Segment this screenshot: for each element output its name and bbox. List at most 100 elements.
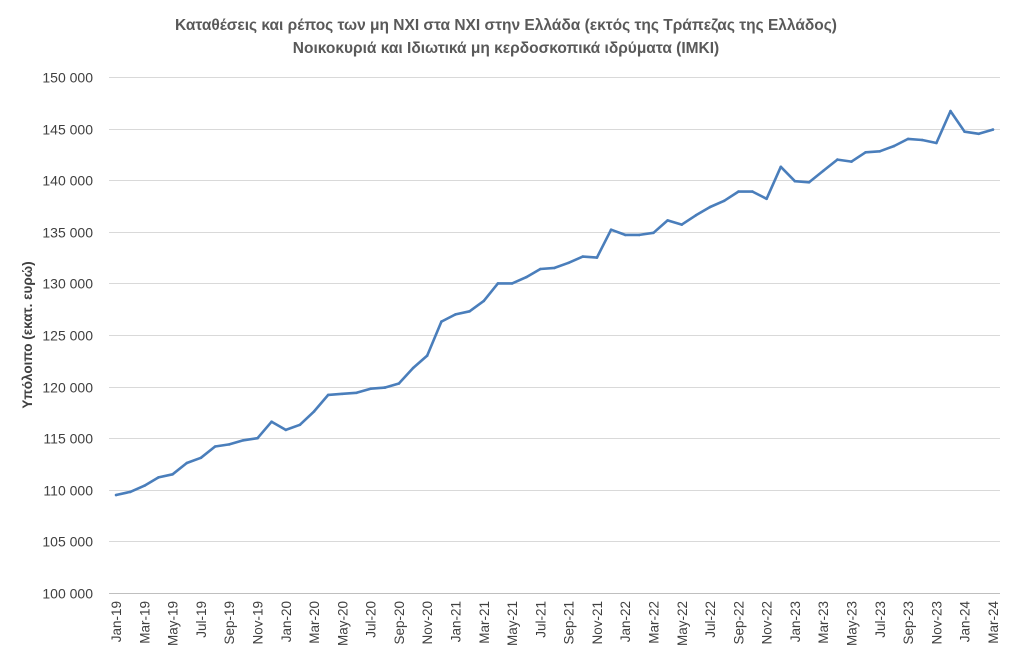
data-point bbox=[185, 461, 189, 465]
y-tick-label: 100 000 bbox=[42, 586, 93, 602]
data-point bbox=[227, 443, 231, 446]
x-tick-label: Nov-22 bbox=[760, 601, 775, 645]
x-tick-label: Mar-23 bbox=[816, 601, 831, 644]
x-tick-label: Jan-20 bbox=[279, 601, 294, 642]
data-point bbox=[440, 320, 443, 323]
x-tick-label: Mar-24 bbox=[986, 601, 1001, 644]
data-point bbox=[355, 391, 358, 395]
data-point bbox=[623, 233, 627, 237]
data-point bbox=[935, 141, 938, 145]
x-tick-label: Mar-21 bbox=[477, 601, 492, 644]
data-point bbox=[977, 132, 981, 136]
x-tick-label: Nov-20 bbox=[420, 601, 435, 645]
data-point bbox=[312, 410, 316, 413]
data-point bbox=[539, 267, 542, 271]
x-tick-label: Nov-19 bbox=[251, 601, 266, 645]
data-point bbox=[708, 205, 712, 209]
x-tick-label: Jul-21 bbox=[533, 601, 548, 638]
data-point bbox=[638, 233, 641, 237]
x-tick-label: Sep-22 bbox=[731, 601, 746, 645]
data-point bbox=[468, 310, 471, 313]
x-tick-label: May-22 bbox=[675, 601, 690, 646]
data-point bbox=[892, 144, 896, 148]
data-point bbox=[666, 219, 669, 222]
y-axis-label: Υπόλοιπο (εκατ. ευρώ) bbox=[20, 261, 35, 408]
x-tick-label: May-21 bbox=[505, 601, 520, 646]
data-point bbox=[963, 130, 966, 133]
data-point bbox=[284, 428, 288, 432]
y-tick-label: 115 000 bbox=[43, 431, 93, 447]
data-point bbox=[595, 256, 599, 259]
data-point bbox=[524, 275, 528, 279]
data-point bbox=[383, 386, 387, 389]
x-tick-label: Sep-21 bbox=[562, 601, 577, 645]
y-tick-label: 125 000 bbox=[42, 328, 93, 344]
data-point bbox=[496, 282, 500, 285]
data-point bbox=[807, 181, 811, 184]
data-point bbox=[114, 493, 118, 497]
data-point bbox=[213, 445, 217, 448]
data-point bbox=[765, 197, 768, 201]
data-point bbox=[821, 169, 825, 173]
data-point bbox=[567, 261, 570, 265]
chart-title-line-1: Καταθέσεις και ρέπος των μη ΝΧΙ στα ΝΧΙ … bbox=[175, 17, 837, 34]
data-point bbox=[864, 151, 867, 154]
data-point bbox=[397, 382, 401, 385]
x-tick-labels: Jan-19 Mar-19 May-19 Jul-19 Sep-19 Nov-19 Jan-… bbox=[109, 601, 1001, 647]
data-point bbox=[454, 313, 457, 316]
chart-title-line-2: Νοικοκυριά και Ιδιωτικά μη κερδοσκοπικά … bbox=[293, 40, 719, 57]
y-tick-label: 135 000 bbox=[42, 225, 93, 241]
data-point bbox=[652, 231, 655, 235]
data-point bbox=[270, 420, 273, 424]
x-tick-label: Mar-22 bbox=[647, 601, 662, 644]
x-tick-label: Jul-19 bbox=[194, 601, 209, 638]
data-point bbox=[991, 128, 995, 131]
data-point bbox=[920, 138, 924, 142]
x-tick-label: Jan-19 bbox=[109, 601, 124, 642]
data-point bbox=[737, 190, 740, 193]
series-layer bbox=[114, 109, 995, 497]
data-point bbox=[680, 223, 684, 226]
data-point bbox=[779, 165, 783, 169]
data-point bbox=[326, 393, 330, 397]
data-point bbox=[609, 228, 613, 231]
data-point bbox=[298, 423, 302, 427]
x-tick-label: Mar-20 bbox=[307, 601, 322, 644]
data-point bbox=[143, 484, 146, 488]
data-point bbox=[199, 456, 203, 460]
y-tick-label: 150 000 bbox=[42, 70, 93, 86]
x-tick-label: Jul-22 bbox=[703, 601, 718, 638]
data-point bbox=[751, 190, 754, 193]
data-point bbox=[510, 282, 514, 285]
data-point bbox=[411, 366, 415, 370]
y-tick-label: 105 000 bbox=[42, 534, 93, 550]
x-tick-label: Jan-24 bbox=[958, 601, 973, 643]
x-tick-label: Jan-22 bbox=[618, 601, 633, 642]
x-tick-label: Jan-21 bbox=[449, 601, 464, 642]
x-tick-label: Jan-23 bbox=[788, 601, 803, 642]
x-tick-label: May-20 bbox=[335, 601, 350, 646]
data-point bbox=[878, 150, 882, 153]
x-tick-label: May-23 bbox=[845, 601, 860, 646]
data-point bbox=[341, 392, 344, 396]
x-tick-label: Sep-20 bbox=[392, 601, 407, 645]
x-tick-label: Sep-23 bbox=[901, 601, 916, 645]
data-point bbox=[694, 214, 698, 217]
data-point bbox=[157, 476, 160, 479]
y-tick-labels: 100 000 105 000 110 000 115 000 120 000 125 0… bbox=[42, 70, 93, 602]
data-point bbox=[171, 473, 174, 476]
x-tick-label: Nov-23 bbox=[929, 601, 944, 645]
data-point bbox=[425, 354, 429, 357]
data-point bbox=[128, 490, 132, 494]
data-point bbox=[836, 158, 839, 161]
data-point bbox=[553, 266, 556, 270]
x-tick-label: Sep-19 bbox=[222, 601, 237, 645]
y-tick-label: 110 000 bbox=[43, 483, 93, 499]
data-point bbox=[369, 387, 372, 391]
y-tick-label: 140 000 bbox=[42, 173, 93, 189]
data-point bbox=[793, 179, 797, 183]
x-tick-label: Nov-21 bbox=[590, 601, 605, 645]
data-point bbox=[242, 439, 245, 442]
